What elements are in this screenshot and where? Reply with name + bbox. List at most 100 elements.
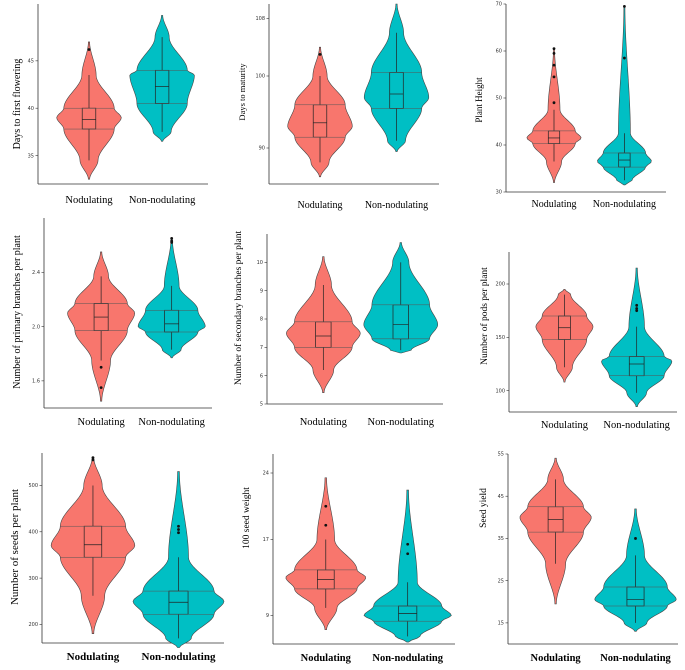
outlier-point: [170, 236, 174, 240]
outlier-point: [406, 552, 410, 556]
y-axis-label: Number of primary branches per plant: [12, 235, 23, 389]
y-tick-label: 8: [260, 317, 263, 323]
violin-nodulating: [535, 289, 594, 383]
violin-panel-plant-height: 30 40 50 60 70 Plant Height Nodulating Non-nodu…: [466, 2, 676, 210]
y-axis-label: 100 seed weight: [242, 487, 252, 549]
outlier-point: [552, 101, 556, 105]
category-label-non-nodulating: Non-nodulating: [593, 199, 656, 210]
violin-nodulating: [519, 457, 592, 605]
y-tick-label: 35: [28, 153, 34, 159]
y-tick-label: 5: [260, 402, 263, 408]
y-tick-label: 200: [495, 282, 505, 288]
outlier-point: [623, 56, 626, 60]
y-axis-label: Number of seeds per plant: [9, 489, 21, 605]
violin-non-nodulating: [363, 3, 430, 152]
outlier-point: [177, 531, 180, 535]
violin-panel-primary-branches: 1.6 2.0 2.4 Number of primary branches per …: [8, 212, 218, 434]
y-tick-label: 60: [496, 49, 502, 55]
y-tick-label: 35: [498, 536, 504, 542]
y-tick-label: 108: [255, 16, 265, 22]
violin-chart-5: 5 6 7 8 9 10 Number of secondary branches per …: [233, 230, 443, 428]
outlier-point: [177, 524, 180, 528]
y-tick-label: 2.0: [32, 324, 40, 330]
y-axis-label: Days to first flowering: [12, 59, 23, 150]
category-label-nodulating: Nodulating: [301, 653, 352, 664]
y-tick-label: 2.4: [32, 270, 40, 276]
category-label-non-nodulating: Non-nodulating: [368, 417, 435, 428]
category-label-nodulating: Nodulating: [531, 653, 582, 664]
outlier-point: [635, 309, 639, 313]
violin-panel-seed-yield: 15 25 35 45 55 Seed yield Nodulating Non-nodula…: [472, 448, 682, 668]
y-tick-label: 6: [260, 373, 263, 379]
violin-nodulating: [286, 256, 361, 393]
outlier-point: [552, 75, 556, 79]
outlier-point: [170, 239, 174, 243]
category-label-nodulating: Nodulating: [541, 420, 589, 431]
outlier-point: [91, 458, 95, 462]
y-tick-label: 400: [28, 529, 38, 535]
y-tick-label: 45: [28, 59, 34, 65]
outlier-point: [324, 523, 328, 527]
y-tick-label: 17: [263, 537, 269, 543]
category-label-nodulating: Nodulating: [77, 417, 125, 428]
violin-panel-days-to-first-flowering: 35 40 45 Days to first flowering Nodulating N…: [8, 4, 216, 210]
y-tick-label: 500: [28, 483, 38, 489]
y-tick-label: 150: [495, 335, 505, 341]
y-tick-label: 25: [498, 578, 504, 584]
y-tick-label: 10: [257, 260, 263, 266]
violin-chart-2: 90 100 108 Days to maturity Nodulating Non-no…: [237, 3, 439, 211]
outlier-point: [177, 528, 180, 531]
y-tick-label: 9: [266, 613, 269, 619]
violin-panel-secondary-branches: 5 6 7 8 9 10 Number of secondary branches per …: [229, 228, 449, 434]
outlier-point: [552, 51, 556, 55]
category-label-non-nodulating: Non-nodulating: [142, 651, 216, 663]
y-tick-label: 15: [498, 621, 504, 627]
outlier-point: [552, 47, 556, 51]
y-tick-label: 100: [495, 388, 505, 394]
y-axis-label: Plant Height: [474, 77, 484, 123]
y-tick-label: 40: [28, 106, 34, 112]
violin-panel-100-seed-weight: 9 17 24 100 seed weight Nodulating Non-nodula…: [233, 448, 459, 668]
outlier-point: [552, 63, 556, 67]
category-label-nodulating: Nodulating: [532, 199, 577, 210]
category-label-non-nodulating: Non-nodulating: [365, 200, 428, 211]
violin-chart-8: 9 17 24 100 seed weight Nodulating Non-nodula…: [242, 454, 455, 664]
violin-chart-3: 30 40 50 60 70 Plant Height Nodulating Non-nodu…: [474, 2, 666, 210]
y-tick-label: 9: [260, 288, 263, 294]
violin-nodulating: [287, 46, 353, 178]
violin-nodulating: [50, 457, 136, 635]
y-tick-label: 30: [496, 190, 502, 196]
y-axis-label: Number of secondary branches per plant: [233, 230, 244, 385]
violin-nodulating: [67, 251, 136, 402]
y-tick-label: 55: [498, 452, 504, 458]
y-tick-label: 7: [260, 345, 263, 351]
outlier-point: [635, 303, 639, 307]
y-axis-label: Number of pods per plant: [479, 267, 490, 365]
violin-non-nodulating: [597, 6, 652, 186]
violin-chart-4: 1.6 2.0 2.4 Number of primary branches per …: [12, 218, 212, 428]
violin-chart-7: 200 300 400 500 Number of seeds per plant Nod…: [9, 453, 225, 663]
violin-non-nodulating: [363, 489, 452, 643]
violin-panel-pods-per-plant: 100 150 200 Number of pods per plant Nodulat…: [475, 246, 681, 436]
violin-nodulating: [56, 41, 122, 180]
category-label-non-nodulating: Non-nodulating: [129, 195, 196, 206]
y-tick-label: 100: [255, 74, 265, 80]
outlier-point: [318, 53, 322, 56]
outlier-point: [91, 456, 95, 460]
y-tick-label: 50: [496, 96, 502, 102]
category-label-nodulating: Nodulating: [300, 417, 348, 428]
violin-chart-1: 35 40 45 Days to first flowering Nodulating N…: [12, 4, 208, 206]
outlier-point: [406, 542, 410, 546]
outlier-point: [623, 4, 626, 8]
y-tick-label: 24: [263, 471, 269, 477]
y-tick-label: 70: [496, 2, 502, 8]
outlier-point: [99, 386, 103, 390]
category-label-non-nodulating: Non-nodulating: [600, 653, 671, 664]
y-tick-label: 40: [496, 143, 502, 149]
outlier-point: [634, 537, 637, 540]
violin-panel-seeds-per-plant: 200 300 400 500 Number of seeds per plant Nod…: [4, 447, 228, 668]
outlier-point: [324, 504, 328, 508]
category-label-non-nodulating: Non-nodulating: [603, 420, 670, 431]
y-tick-label: 90: [259, 146, 265, 152]
category-label-non-nodulating: Non-nodulating: [372, 653, 443, 664]
